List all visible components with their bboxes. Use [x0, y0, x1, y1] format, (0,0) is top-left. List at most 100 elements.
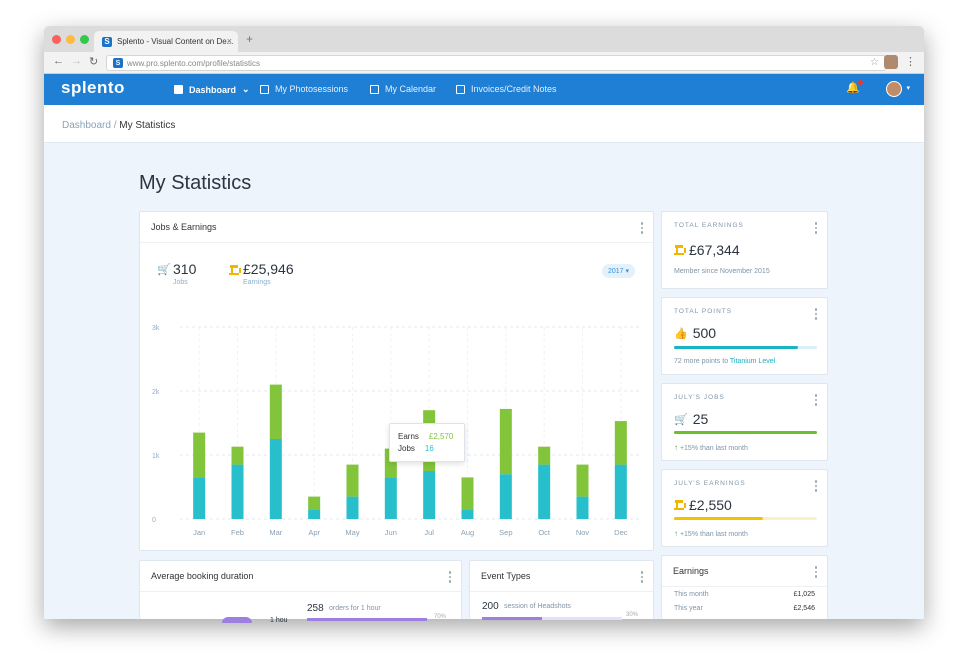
total-points-label: TOTAL POINTS	[674, 308, 733, 315]
bar-feb-series-0[interactable]	[231, 464, 244, 519]
bar-oct-series-1[interactable]	[538, 446, 551, 465]
reload-icon[interactable]: ↻	[89, 56, 99, 68]
bar-may-series-0[interactable]	[346, 496, 359, 519]
july-earnings-label: JULY'S EARNINGS	[674, 480, 746, 487]
more-options-icon[interactable]	[814, 306, 817, 322]
bar-aug-series-0[interactable]	[461, 509, 474, 519]
x-tick-label: Jan	[193, 528, 205, 537]
minimize-window-button[interactable]	[66, 35, 75, 44]
bar-aug-series-1[interactable]	[461, 477, 474, 510]
y-tick-label: 0	[152, 517, 156, 524]
arrow-up-icon: ↑	[674, 529, 678, 538]
bar-jan-series-0[interactable]	[193, 477, 206, 519]
new-tab-button[interactable]: +	[246, 32, 254, 46]
bar-sep-series-1[interactable]	[499, 408, 512, 475]
nav-invoices-label: Invoices/Credit Notes	[471, 84, 557, 94]
titanium-level-link[interactable]: Titanium Level	[729, 358, 776, 365]
bell-icon[interactable]: 🔔	[846, 80, 863, 94]
bar-apr-series-1[interactable]	[308, 496, 321, 510]
total-points-card: TOTAL POINTS 👍 500 72 more points to Tita…	[661, 297, 828, 375]
jobs-label: Jobs	[173, 279, 188, 286]
more-options-icon[interactable]	[640, 569, 643, 585]
profile-avatar-icon[interactable]	[884, 55, 898, 69]
avg-booking-suffix: orders for 1 hour	[329, 605, 381, 612]
bar-jul-series-0[interactable]	[423, 471, 436, 519]
forward-icon[interactable]: →	[71, 55, 82, 67]
points-progress	[674, 346, 817, 349]
nav-calendar[interactable]: My Calendar	[370, 84, 436, 94]
browser-menu-icon[interactable]: ⋮	[905, 56, 916, 68]
dashboard-icon	[174, 85, 183, 94]
more-options-icon[interactable]	[814, 478, 817, 494]
bar-nov-series-0[interactable]	[576, 496, 589, 519]
bar-dec-series-1[interactable]	[614, 421, 627, 465]
more-options-icon[interactable]	[814, 220, 817, 236]
avatar[interactable]	[886, 81, 902, 97]
breadcrumb: Dashboard / My Statistics	[44, 105, 924, 143]
more-options-icon[interactable]	[814, 392, 817, 408]
event-types-pct: 30%	[626, 612, 639, 618]
jobs-progress	[674, 431, 817, 434]
back-icon[interactable]: ←	[53, 55, 64, 67]
breadcrumb-current: My Statistics	[119, 120, 176, 131]
thumbs-up-icon: 👍	[674, 327, 688, 340]
earnings-progress-fill	[674, 517, 763, 520]
chart-tooltip: Earns £2,570 Jobs 16	[389, 423, 465, 462]
window-controls	[52, 35, 89, 44]
nav-photosessions[interactable]: My Photosessions	[260, 84, 348, 94]
card-header: Earnings	[662, 556, 827, 587]
address-input[interactable]: S www.pro.splento.com/profile/statistics…	[106, 55, 886, 71]
x-tick-label: Jul	[424, 528, 434, 537]
bar-mar-series-1[interactable]	[269, 384, 282, 439]
jobs-progress-fill	[674, 431, 817, 434]
more-options-icon[interactable]	[448, 569, 451, 585]
bar-apr-series-0[interactable]	[308, 509, 321, 519]
year-select[interactable]: 2017 ▾	[601, 264, 635, 278]
x-tick-label: Mar	[269, 528, 282, 537]
july-jobs-note-text: +15% than last month	[679, 445, 748, 452]
close-window-button[interactable]	[52, 35, 61, 44]
bar-feb-series-1[interactable]	[231, 446, 244, 465]
bookmark-star-icon[interactable]: ☆	[870, 57, 879, 68]
nav-calendar-label: My Calendar	[385, 84, 437, 94]
bar-dec-series-0[interactable]	[614, 464, 627, 519]
bar-sep-series-0[interactable]	[499, 474, 512, 519]
x-tick-label: Oct	[538, 528, 551, 537]
bar-jan-series-1[interactable]	[193, 432, 206, 478]
more-options-icon[interactable]	[640, 220, 643, 236]
tooltip-earns-value: £2,570	[428, 432, 454, 441]
event-types-suffix: session of Headshots	[504, 603, 571, 610]
breadcrumb-root[interactable]: Dashboard	[62, 120, 111, 131]
card-title: Jobs & Earnings	[151, 222, 217, 232]
bar-nov-series-1[interactable]	[576, 464, 589, 497]
x-tick-label: Nov	[576, 528, 590, 537]
url-bar: ← → ↻ S www.pro.splento.com/profile/stat…	[44, 52, 924, 74]
earnings-total: £25,946	[243, 261, 294, 277]
earnings-row-value: £2,546	[793, 605, 815, 612]
event-bar-track	[542, 617, 622, 620]
chevron-down-icon[interactable]: ▾	[906, 85, 910, 92]
maximize-window-button[interactable]	[80, 35, 89, 44]
bar-mar-series-0[interactable]	[269, 439, 282, 519]
member-since-note: Member since November 2015	[674, 268, 770, 275]
y-tick-label: 1k	[152, 453, 160, 460]
july-jobs-value: 25	[692, 411, 709, 427]
nav-dashboard[interactable]: Dashboard ⌄	[174, 84, 250, 95]
splento-logo[interactable]: splento	[61, 78, 125, 97]
browser-tab[interactable]: S Splento - Visual Content on De... ×	[94, 31, 238, 52]
earnings-row-label: This year	[674, 605, 703, 612]
bar-jun-series-0[interactable]	[384, 477, 397, 519]
x-tick-label: Feb	[231, 528, 244, 537]
nav-invoices[interactable]: Invoices/Credit Notes	[456, 84, 557, 94]
bar-may-series-1[interactable]	[346, 464, 359, 497]
photo-icon	[260, 84, 269, 94]
july-earnings-value: £2,550	[689, 497, 732, 513]
bar-oct-series-0[interactable]	[538, 464, 551, 519]
card-title: Average booking duration	[151, 571, 254, 581]
card-header: Average booking duration	[140, 561, 461, 592]
avg-booking-card: Average booking duration 258 orders for …	[139, 560, 462, 624]
july-jobs-label: JULY'S JOBS	[674, 394, 725, 401]
more-options-icon[interactable]	[814, 564, 817, 580]
booking-bar	[307, 618, 427, 621]
tab-close-icon[interactable]: ×	[226, 36, 232, 46]
